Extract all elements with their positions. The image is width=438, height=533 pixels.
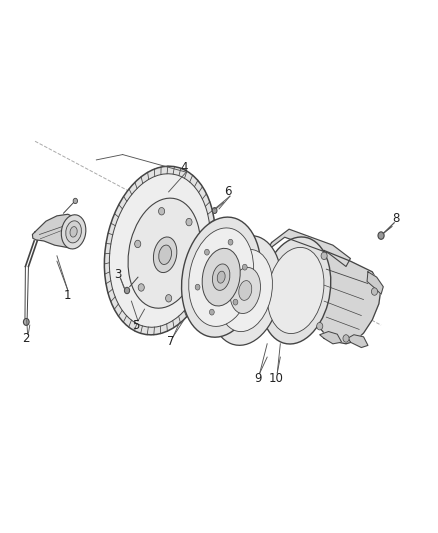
Ellipse shape bbox=[166, 295, 172, 302]
Polygon shape bbox=[348, 335, 368, 348]
Ellipse shape bbox=[186, 219, 192, 226]
Ellipse shape bbox=[73, 198, 78, 204]
Ellipse shape bbox=[343, 335, 349, 342]
Ellipse shape bbox=[217, 271, 225, 283]
Polygon shape bbox=[267, 229, 350, 266]
Ellipse shape bbox=[212, 208, 217, 213]
Text: 8: 8 bbox=[393, 212, 400, 225]
Text: 1: 1 bbox=[64, 289, 72, 302]
Text: 9: 9 bbox=[254, 372, 262, 385]
Ellipse shape bbox=[317, 322, 323, 330]
Ellipse shape bbox=[202, 248, 240, 306]
Ellipse shape bbox=[242, 264, 247, 270]
Text: 6: 6 bbox=[224, 185, 232, 198]
Ellipse shape bbox=[218, 249, 272, 332]
Ellipse shape bbox=[153, 237, 177, 272]
Ellipse shape bbox=[23, 318, 29, 325]
Ellipse shape bbox=[70, 227, 77, 237]
Polygon shape bbox=[32, 214, 83, 248]
Ellipse shape bbox=[159, 245, 172, 264]
Ellipse shape bbox=[267, 247, 324, 334]
Text: 10: 10 bbox=[268, 372, 283, 385]
Ellipse shape bbox=[205, 249, 209, 255]
Polygon shape bbox=[313, 251, 381, 344]
Ellipse shape bbox=[104, 166, 215, 335]
Ellipse shape bbox=[128, 198, 201, 308]
Ellipse shape bbox=[212, 264, 230, 290]
Ellipse shape bbox=[110, 174, 210, 327]
Ellipse shape bbox=[195, 284, 200, 290]
Text: 5: 5 bbox=[132, 319, 139, 332]
Ellipse shape bbox=[378, 232, 384, 239]
Ellipse shape bbox=[371, 288, 378, 295]
Ellipse shape bbox=[66, 221, 81, 243]
Ellipse shape bbox=[261, 237, 331, 344]
Polygon shape bbox=[367, 272, 383, 294]
Ellipse shape bbox=[190, 262, 196, 269]
Ellipse shape bbox=[233, 299, 238, 305]
Ellipse shape bbox=[61, 215, 86, 249]
Text: 7: 7 bbox=[167, 335, 175, 348]
Ellipse shape bbox=[239, 280, 252, 301]
Text: 3: 3 bbox=[115, 268, 122, 281]
Ellipse shape bbox=[209, 309, 214, 315]
Ellipse shape bbox=[138, 284, 144, 291]
Ellipse shape bbox=[134, 240, 141, 248]
Ellipse shape bbox=[209, 236, 282, 345]
Text: 4: 4 bbox=[180, 161, 188, 174]
Ellipse shape bbox=[321, 252, 327, 260]
Ellipse shape bbox=[230, 268, 261, 313]
Ellipse shape bbox=[228, 239, 233, 245]
Ellipse shape bbox=[189, 228, 254, 326]
Polygon shape bbox=[320, 332, 342, 344]
Ellipse shape bbox=[124, 287, 130, 294]
Text: 2: 2 bbox=[21, 332, 29, 345]
Ellipse shape bbox=[182, 217, 261, 337]
Ellipse shape bbox=[159, 207, 165, 215]
